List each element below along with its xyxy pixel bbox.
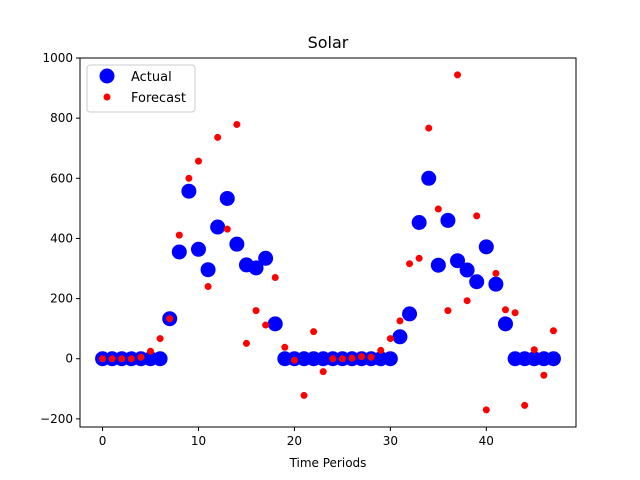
actual-point — [219, 190, 235, 206]
actual-point — [229, 236, 245, 252]
y-tick-label: 1000 — [42, 51, 73, 65]
x-tick-label: 30 — [383, 434, 398, 448]
forecast-point — [406, 260, 414, 268]
y-tick-label: 0 — [65, 352, 73, 366]
forecast-point — [127, 355, 135, 363]
forecast-point — [501, 306, 509, 314]
actual-point — [478, 239, 494, 255]
forecast-point — [194, 157, 202, 165]
forecast-point — [415, 254, 423, 262]
actual-point — [392, 329, 408, 345]
actual-point — [497, 316, 513, 332]
forecast-point — [329, 355, 337, 363]
forecast-point — [425, 124, 433, 132]
y-tick-label: 600 — [50, 171, 73, 185]
forecast-point — [492, 269, 500, 277]
forecast-point — [367, 353, 375, 361]
forecast-point — [530, 346, 538, 354]
forecast-point — [242, 339, 250, 347]
forecast-point — [185, 174, 193, 182]
actual-point — [469, 274, 485, 290]
forecast-point — [521, 401, 529, 409]
legend-marker-actual — [99, 68, 115, 84]
actual-point — [545, 351, 561, 367]
actual-point — [210, 219, 226, 235]
x-axis-label: Time Periods — [289, 456, 367, 470]
actual-point — [382, 351, 398, 367]
actual-point — [190, 241, 206, 257]
forecast-point — [290, 356, 298, 364]
actual-point — [200, 262, 216, 278]
forecast-point — [511, 309, 519, 317]
forecast-point — [434, 205, 442, 213]
actual-point — [430, 257, 446, 273]
forecast-point — [204, 283, 212, 291]
actual-point — [488, 276, 504, 292]
forecast-point — [386, 335, 394, 343]
forecast-point — [166, 315, 174, 323]
actual-point — [421, 170, 437, 186]
actual-point — [411, 215, 427, 231]
y-tick-label: −200 — [40, 412, 73, 426]
forecast-point — [223, 225, 231, 233]
forecast-point — [156, 335, 164, 343]
forecast-point — [454, 71, 462, 79]
forecast-point — [214, 133, 222, 141]
data-marks — [95, 71, 561, 414]
forecast-point — [175, 231, 183, 239]
forecast-point — [300, 391, 308, 399]
y-axis-ticks: −200 0 200 400 600 800 1000 — [40, 51, 80, 426]
x-axis-ticks: 0 10 20 30 40 — [99, 427, 494, 448]
forecast-point — [137, 353, 145, 361]
forecast-point — [108, 355, 116, 363]
forecast-point — [271, 274, 279, 282]
forecast-point — [540, 371, 548, 379]
actual-series — [95, 170, 561, 367]
forecast-point — [377, 346, 385, 354]
forecast-point — [473, 212, 481, 220]
forecast-point — [233, 120, 241, 128]
forecast-point — [549, 327, 557, 335]
forecast-point — [262, 321, 270, 329]
actual-point — [258, 250, 274, 266]
forecast-point — [444, 307, 452, 315]
x-tick-label: 0 — [99, 434, 107, 448]
forecast-point — [252, 307, 260, 315]
forecast-point — [310, 328, 318, 336]
forecast-point — [147, 347, 155, 355]
actual-point — [152, 351, 168, 367]
forecast-point — [281, 343, 289, 351]
forecast-point — [396, 317, 404, 325]
actual-point — [248, 260, 264, 276]
legend-marker-forecast — [103, 93, 111, 101]
actual-point — [459, 262, 475, 278]
forecast-point — [338, 355, 346, 363]
x-tick-label: 10 — [191, 434, 206, 448]
actual-point — [171, 244, 187, 260]
x-tick-label: 40 — [479, 434, 494, 448]
actual-point — [450, 253, 466, 269]
y-tick-label: 800 — [50, 111, 73, 125]
forecast-point — [463, 297, 471, 305]
forecast-series — [99, 71, 557, 414]
legend-label-actual: Actual — [131, 70, 172, 85]
chart-title: Solar — [308, 33, 349, 52]
y-tick-label: 200 — [50, 292, 73, 306]
actual-point — [181, 183, 197, 199]
actual-point — [440, 212, 456, 228]
actual-point — [402, 306, 418, 322]
actual-point — [267, 316, 283, 332]
y-tick-label: 400 — [50, 231, 73, 245]
legend-label-forecast: Forecast — [131, 91, 186, 106]
axes-frame — [79, 57, 577, 428]
forecast-point — [319, 368, 327, 376]
forecast-point — [118, 355, 126, 363]
x-tick-label: 20 — [287, 434, 302, 448]
forecast-point — [482, 406, 490, 414]
forecast-point — [348, 354, 356, 362]
forecast-point — [99, 355, 107, 363]
forecast-point — [358, 353, 366, 361]
legend: Actual Forecast — [86, 64, 196, 113]
